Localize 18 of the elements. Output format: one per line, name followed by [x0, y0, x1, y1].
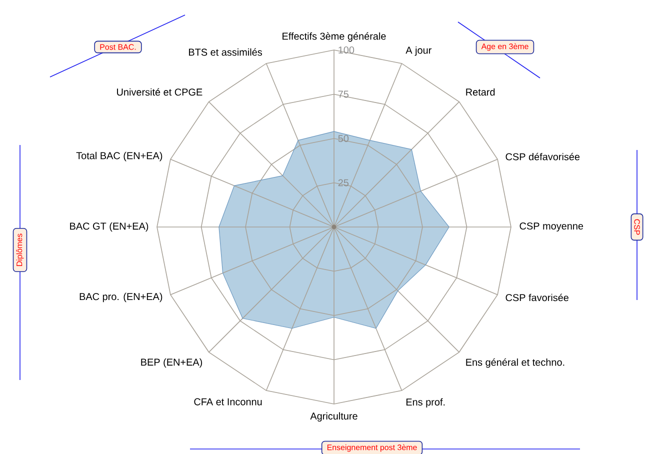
spoke-label: CFA et Inconnu [194, 398, 262, 406]
spoke-label: BAC GT (EN+EA) [70, 222, 148, 232]
spoke-label: Ens général et techno. [466, 358, 564, 368]
spoke-label: Agriculture [310, 412, 358, 422]
spoke-label: CSP moyenne [520, 222, 584, 232]
spoke-label: Effectifs 3ème générale [282, 32, 386, 42]
spoke-label: CSP favorisée [506, 294, 568, 302]
spoke-label: Retard [466, 88, 495, 96]
spoke-label: BTS et assimilés [188, 48, 262, 56]
spoke-label: A jour [406, 46, 432, 56]
spoke-label: Université et CPGE [117, 88, 202, 96]
spoke-label: Ens prof. [406, 398, 445, 408]
spoke-label: BEP (EN+EA) [141, 358, 202, 368]
spoke-label: Total BAC (EN+EA) [76, 152, 162, 162]
y-tick-label: 50 [338, 134, 349, 142]
spoke-label: BAC pro. (EN+EA) [80, 292, 162, 302]
spoke-label: CSP défavorisée [506, 152, 580, 160]
y-tick-label: 100 [338, 46, 354, 54]
